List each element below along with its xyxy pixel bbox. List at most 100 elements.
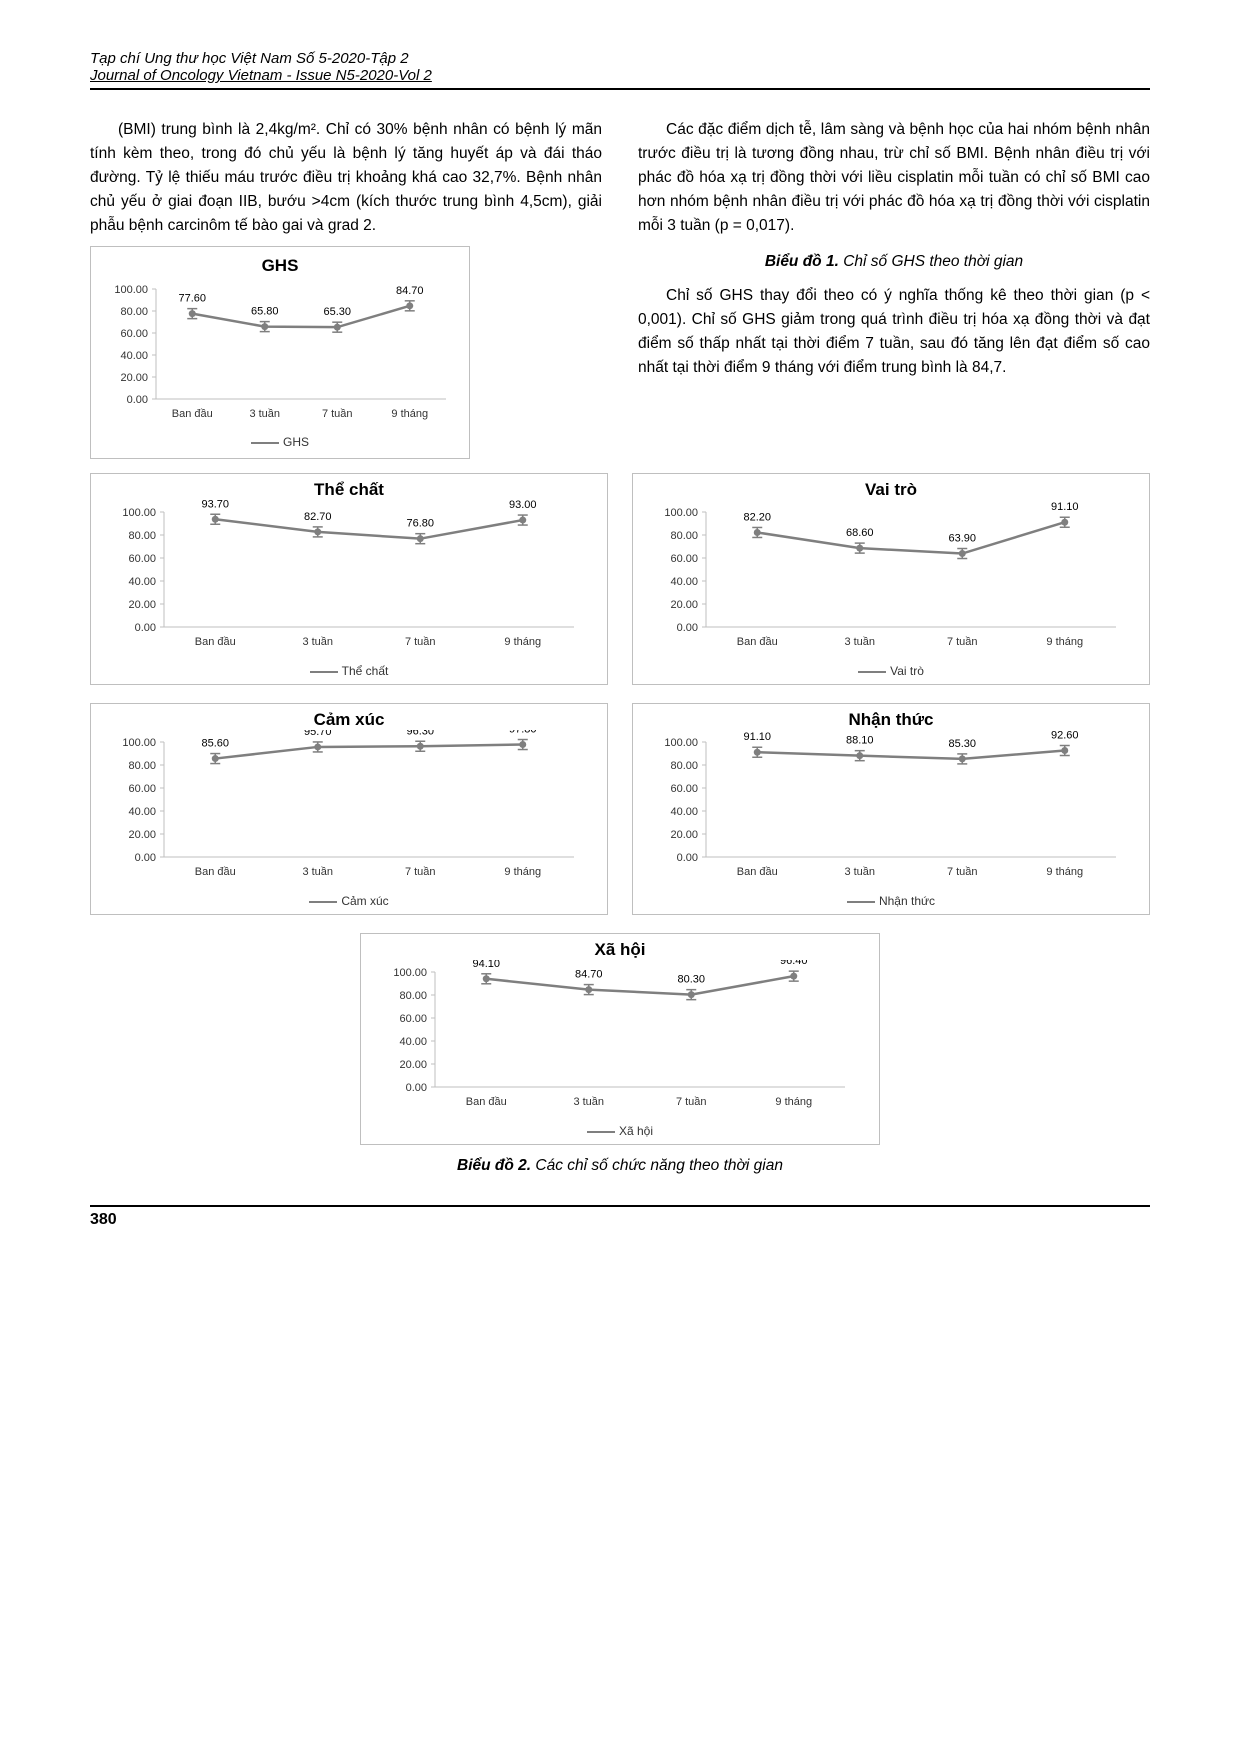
svg-text:80.00: 80.00 xyxy=(128,760,156,772)
svg-text:20.00: 20.00 xyxy=(399,1059,427,1071)
svg-text:80.00: 80.00 xyxy=(128,530,156,542)
svg-text:0.00: 0.00 xyxy=(135,852,156,864)
chart-title: Nhận thức xyxy=(633,704,1149,730)
svg-text:80.00: 80.00 xyxy=(670,760,698,772)
svg-text:84.70: 84.70 xyxy=(396,285,424,297)
page-header: Tạp chí Ung thư học Việt Nam Số 5-2020-T… xyxy=(90,50,1150,90)
svg-text:7 tuần: 7 tuần xyxy=(947,636,978,648)
svg-text:91.10: 91.10 xyxy=(743,731,771,743)
chart-row-3: Xã hội0.0020.0040.0060.0080.00100.00Ban … xyxy=(90,933,1150,1145)
svg-text:100.00: 100.00 xyxy=(114,284,148,296)
svg-text:9 tháng: 9 tháng xyxy=(391,408,428,420)
svg-text:100.00: 100.00 xyxy=(393,967,427,979)
svg-text:80.00: 80.00 xyxy=(670,530,698,542)
chart-title: Thể chất xyxy=(91,474,607,500)
svg-text:40.00: 40.00 xyxy=(670,806,698,818)
svg-text:0.00: 0.00 xyxy=(677,622,698,634)
svg-text:7 tuần: 7 tuần xyxy=(405,636,436,648)
chart-title: GHS xyxy=(91,247,469,279)
chart-thechat: Thể chất0.0020.0040.0060.0080.00100.00Ba… xyxy=(90,473,608,685)
svg-text:60.00: 60.00 xyxy=(128,783,156,795)
svg-text:60.00: 60.00 xyxy=(399,1013,427,1025)
svg-text:0.00: 0.00 xyxy=(677,852,698,864)
chart-svg: 0.00 20.00 40.00 60.00 80.00 100.00 Ban đầu 3 t… xyxy=(646,730,1136,890)
svg-text:0.00: 0.00 xyxy=(135,622,156,634)
svg-text:20.00: 20.00 xyxy=(120,372,148,384)
svg-text:3 tuần: 3 tuần xyxy=(302,636,333,648)
svg-text:88.10: 88.10 xyxy=(846,735,874,747)
chart-title: Vai trò xyxy=(633,474,1149,500)
svg-text:92.60: 92.60 xyxy=(1051,730,1079,742)
svg-text:91.10: 91.10 xyxy=(1051,501,1079,513)
svg-text:3 tuần: 3 tuần xyxy=(844,866,875,878)
caption-2-label: Biểu đồ 2. xyxy=(457,1157,531,1174)
svg-text:20.00: 20.00 xyxy=(670,599,698,611)
svg-text:9 tháng: 9 tháng xyxy=(775,1096,812,1108)
svg-text:7 tuần: 7 tuần xyxy=(947,866,978,878)
svg-text:80.00: 80.00 xyxy=(120,306,148,318)
svg-text:3 tuần: 3 tuần xyxy=(249,408,280,420)
chart-row-1: Thể chất 0.00 20.00 40.00 60.00 80.00 100.00 Ba… xyxy=(90,473,1150,685)
chart-svg: 0.0020.0040.0060.0080.00100.00Ban đầu3 t… xyxy=(104,500,594,660)
svg-text:Ban đầu: Ban đầu xyxy=(737,636,778,648)
right-paragraph-1: Các đặc điểm dịch tễ, lâm sàng và bệnh h… xyxy=(638,118,1150,238)
chart-camxuc: Cảm xúc0.0020.0040.0060.0080.00100.00Ban… xyxy=(90,703,608,915)
chart-svg: 0.0020.0040.0060.0080.00100.00Ban đầu3 t… xyxy=(104,730,594,890)
journal-title-en: Journal of Oncology Vietnam - Issue N5-2… xyxy=(90,67,1150,84)
svg-text:94.10: 94.10 xyxy=(472,960,500,970)
chart-svg: 0.0020.0040.0060.0080.00100.00Ban đầu3 t… xyxy=(100,279,460,429)
svg-text:76.80: 76.80 xyxy=(406,518,434,530)
chart-xahoi: Xã hội0.0020.0040.0060.0080.00100.00Ban … xyxy=(360,933,880,1145)
chart-legend: GHS xyxy=(91,429,469,458)
svg-text:Ban đầu: Ban đầu xyxy=(737,866,778,878)
svg-text:0.00: 0.00 xyxy=(406,1082,427,1094)
chart-vaitro: Vai trò0.0020.0040.0060.0080.00100.00Ban… xyxy=(632,473,1150,685)
svg-text:60.00: 60.00 xyxy=(128,553,156,565)
chart-nhanthuc: Nhận thức 0.00 20.00 40.00 60.00 80.00 100.00 B… xyxy=(632,703,1150,915)
svg-text:7 tuần: 7 tuần xyxy=(322,408,353,420)
chart-legend: Thể chất xyxy=(91,660,607,684)
svg-text:82.20: 82.20 xyxy=(743,511,771,523)
svg-text:20.00: 20.00 xyxy=(670,829,698,841)
svg-text:63.90: 63.90 xyxy=(948,533,976,545)
svg-text:93.70: 93.70 xyxy=(201,500,229,510)
svg-text:77.60: 77.60 xyxy=(178,293,206,305)
chart-title: Xã hội xyxy=(361,934,879,960)
svg-text:Ban đầu: Ban đầu xyxy=(195,636,236,648)
left-column: (BMI) trung bình là 2,4kg/m². Chỉ có 30%… xyxy=(90,118,602,459)
journal-title-vi: Tạp chí Ung thư học Việt Nam Số 5-2020-T… xyxy=(90,50,1150,67)
svg-text:80.00: 80.00 xyxy=(399,990,427,1002)
svg-text:60.00: 60.00 xyxy=(670,783,698,795)
top-two-column: (BMI) trung bình là 2,4kg/m². Chỉ có 30%… xyxy=(90,118,1150,459)
svg-text:7 tuần: 7 tuần xyxy=(405,866,436,878)
chart-title: Cảm xúc xyxy=(91,704,607,730)
svg-text:3 tuần: 3 tuần xyxy=(302,866,333,878)
chart-legend: Xã hội xyxy=(361,1120,879,1144)
page-number: 380 xyxy=(90,1205,1150,1229)
svg-text:65.30: 65.30 xyxy=(323,307,351,319)
svg-text:96.30: 96.30 xyxy=(406,730,434,737)
caption-1-label: Biểu đồ 1. xyxy=(765,253,839,270)
svg-text:40.00: 40.00 xyxy=(670,576,698,588)
svg-text:65.80: 65.80 xyxy=(251,306,279,318)
svg-text:97.80: 97.80 xyxy=(509,730,537,736)
chart-svg: 0.0020.0040.0060.0080.00100.00Ban đầu3 t… xyxy=(375,960,865,1120)
right-paragraph-2: Chỉ số GHS thay đổi theo có ý nghĩa thốn… xyxy=(638,284,1150,380)
svg-text:0.00: 0.00 xyxy=(127,394,148,406)
svg-text:68.60: 68.60 xyxy=(846,527,874,539)
svg-text:Ban đầu: Ban đầu xyxy=(172,408,213,420)
svg-text:40.00: 40.00 xyxy=(128,576,156,588)
svg-text:100.00: 100.00 xyxy=(664,507,698,519)
caption-1: Biểu đồ 1. Chỉ số GHS theo thời gian xyxy=(638,250,1150,274)
svg-text:7 tuần: 7 tuần xyxy=(676,1096,707,1108)
svg-text:3 tuần: 3 tuần xyxy=(573,1096,604,1108)
svg-text:60.00: 60.00 xyxy=(120,328,148,340)
svg-text:95.70: 95.70 xyxy=(304,730,332,738)
svg-text:100.00: 100.00 xyxy=(664,737,698,749)
svg-text:80.30: 80.30 xyxy=(677,974,705,986)
chart-row-2: Cảm xúc 0.00 20.00 40.00 60.00 80.00 100.00 Ban… xyxy=(90,703,1150,915)
svg-text:20.00: 20.00 xyxy=(128,829,156,841)
svg-text:Ban đầu: Ban đầu xyxy=(195,866,236,878)
chart-legend: Cảm xúc xyxy=(91,890,607,914)
svg-text:82.70: 82.70 xyxy=(304,511,332,523)
